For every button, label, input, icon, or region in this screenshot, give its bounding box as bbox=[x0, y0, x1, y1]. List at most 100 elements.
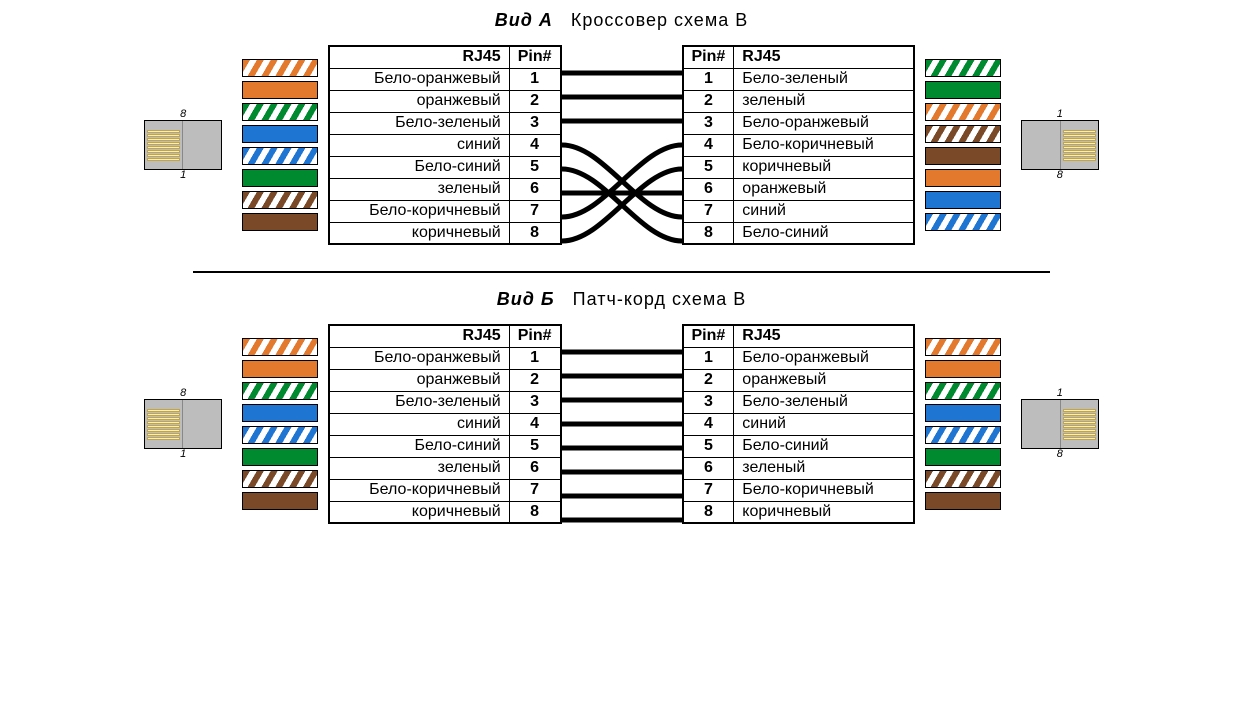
wire-name: синий bbox=[329, 134, 509, 156]
table-row: оранжевый2 bbox=[329, 369, 560, 391]
wire-name: Бело-зеленый bbox=[734, 391, 914, 413]
right-swatch-4 bbox=[925, 125, 1001, 143]
pinout-table-left: RJ45Pin#Бело-оранжевый1оранжевый2Бело-зе… bbox=[328, 45, 561, 245]
section-A: Вид А Кроссовер схема В81RJ45Pin#Бело-ор… bbox=[10, 10, 1233, 253]
table-row: Бело-коричневый7 bbox=[329, 200, 560, 222]
header-pin: Pin# bbox=[509, 46, 560, 68]
table-row: 7Бело-коричневый bbox=[683, 479, 914, 501]
table-row: 8Бело-синий bbox=[683, 222, 914, 244]
left-swatch-3 bbox=[242, 103, 318, 121]
wire-name: Бело-коричневый bbox=[734, 479, 914, 501]
wire-name: Бело-оранжевый bbox=[734, 112, 914, 134]
pin-number: 8 bbox=[509, 222, 560, 244]
wire-name: Бело-синий bbox=[329, 435, 509, 457]
table-row: 3Бело-оранжевый bbox=[683, 112, 914, 134]
right-connector-bot-label: 8 bbox=[1057, 170, 1063, 181]
pin-number: 4 bbox=[683, 413, 734, 435]
pin-number: 6 bbox=[683, 178, 734, 200]
wire-name: Бело-оранжевый bbox=[329, 68, 509, 90]
title-prefix: Вид Б bbox=[497, 289, 555, 309]
table-row: 6зеленый bbox=[683, 457, 914, 479]
table-row: 2оранжевый bbox=[683, 369, 914, 391]
wire-name: зеленый bbox=[329, 457, 509, 479]
pin-number: 7 bbox=[683, 479, 734, 501]
pin-number: 4 bbox=[509, 134, 560, 156]
header-pin: Pin# bbox=[683, 46, 734, 68]
left-swatch-6 bbox=[242, 448, 318, 466]
right-swatch-2 bbox=[925, 360, 1001, 378]
left-swatch-1 bbox=[242, 59, 318, 77]
right-swatch-5 bbox=[925, 426, 1001, 444]
table-row: 2зеленый bbox=[683, 90, 914, 112]
right-swatch-7 bbox=[925, 470, 1001, 488]
right-connector-top-label: 1 bbox=[1057, 109, 1063, 120]
left-swatch-8 bbox=[242, 492, 318, 510]
header-rj45: RJ45 bbox=[329, 46, 509, 68]
left-swatch-5 bbox=[242, 426, 318, 444]
pin-number: 3 bbox=[509, 391, 560, 413]
wire-name: синий bbox=[734, 200, 914, 222]
wire-name: Бело-коричневый bbox=[329, 479, 509, 501]
section-title: Вид Б Патч-корд схема В bbox=[10, 289, 1233, 310]
pin-number: 4 bbox=[509, 413, 560, 435]
table-row: 3Бело-зеленый bbox=[683, 391, 914, 413]
left-swatch-6 bbox=[242, 169, 318, 187]
left-swatch-2 bbox=[242, 81, 318, 99]
pin-number: 3 bbox=[683, 391, 734, 413]
pin-number: 8 bbox=[683, 501, 734, 523]
right-swatch-column bbox=[925, 59, 1001, 231]
table-row: Бело-оранжевый1 bbox=[329, 68, 560, 90]
table-row: Бело-синий5 bbox=[329, 435, 560, 457]
table-row: 1Бело-зеленый bbox=[683, 68, 914, 90]
title-prefix: Вид А bbox=[495, 10, 553, 30]
right-connector-top-label: 1 bbox=[1057, 388, 1063, 399]
left-swatch-5 bbox=[242, 147, 318, 165]
wire-name: Бело-коричневый bbox=[734, 134, 914, 156]
pin-number: 4 bbox=[683, 134, 734, 156]
wire-name: коричневый bbox=[734, 501, 914, 523]
pin-number: 5 bbox=[509, 156, 560, 178]
wire-name: Бело-зеленый bbox=[734, 68, 914, 90]
wire-map bbox=[562, 37, 682, 253]
table-row: Бело-синий5 bbox=[329, 156, 560, 178]
title-main: Кроссовер схема В bbox=[571, 10, 748, 30]
table-row: Бело-коричневый7 bbox=[329, 479, 560, 501]
left-swatch-2 bbox=[242, 360, 318, 378]
left-connector-bot-label: 1 bbox=[180, 170, 186, 181]
pin-number: 7 bbox=[509, 479, 560, 501]
wire-name: зеленый bbox=[734, 90, 914, 112]
pinout-table-left: RJ45Pin#Бело-оранжевый1оранжевый2Бело-зе… bbox=[328, 324, 561, 524]
wire-map bbox=[562, 316, 682, 532]
pin-number: 2 bbox=[509, 369, 560, 391]
left-connector-bot-label: 1 bbox=[180, 449, 186, 460]
wire-name: Бело-коричневый bbox=[329, 200, 509, 222]
wire-name: оранжевый bbox=[734, 369, 914, 391]
pin-number: 1 bbox=[683, 347, 734, 369]
header-pin: Pin# bbox=[683, 325, 734, 347]
section-B: Вид Б Патч-корд схема В81RJ45Pin#Бело-ор… bbox=[10, 289, 1233, 532]
left-swatch-1 bbox=[242, 338, 318, 356]
right-swatch-7 bbox=[925, 191, 1001, 209]
wire-name: Бело-синий bbox=[734, 435, 914, 457]
left-swatch-column bbox=[242, 338, 318, 510]
table-row: 7синий bbox=[683, 200, 914, 222]
header-rj45: RJ45 bbox=[734, 325, 914, 347]
right-swatch-8 bbox=[925, 213, 1001, 231]
wire-name: оранжевый bbox=[734, 178, 914, 200]
left-connector: 81 bbox=[138, 109, 228, 181]
pin-number: 7 bbox=[683, 200, 734, 222]
left-swatch-3 bbox=[242, 382, 318, 400]
pin-number: 5 bbox=[509, 435, 560, 457]
right-swatch-4 bbox=[925, 404, 1001, 422]
wire-name: коричневый bbox=[329, 222, 509, 244]
wire-name: Бело-оранжевый bbox=[734, 347, 914, 369]
wire-name: синий bbox=[329, 413, 509, 435]
table-row: зеленый6 bbox=[329, 178, 560, 200]
left-swatch-4 bbox=[242, 125, 318, 143]
pin-number: 1 bbox=[509, 347, 560, 369]
left-swatch-column bbox=[242, 59, 318, 231]
right-swatch-column bbox=[925, 338, 1001, 510]
pin-number: 6 bbox=[683, 457, 734, 479]
table-row: Бело-оранжевый1 bbox=[329, 347, 560, 369]
right-swatch-1 bbox=[925, 338, 1001, 356]
